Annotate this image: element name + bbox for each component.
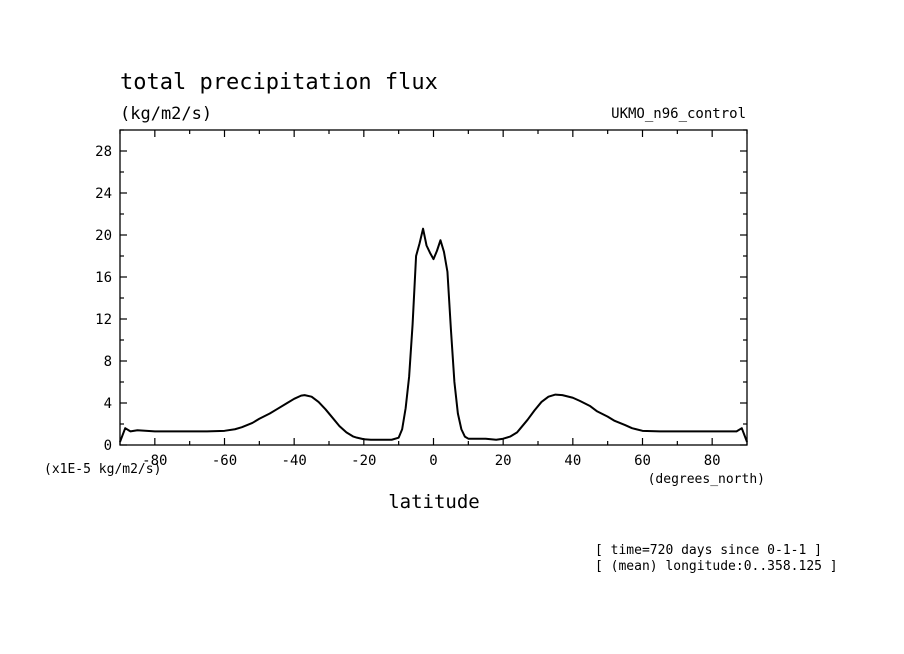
time-annotation: [ time=720 days since 0-1-1 ] — [595, 543, 822, 558]
x-tick-label: 20 — [495, 453, 512, 469]
y-tick-label: 16 — [95, 270, 112, 286]
y-tick-label: 20 — [95, 228, 112, 244]
plot-frame — [119, 129, 748, 446]
y-tick-label: 0 — [104, 438, 112, 454]
series-line — [119, 227, 748, 443]
x-tick-label: 40 — [564, 453, 581, 469]
x-tick-label: -40 — [282, 453, 307, 469]
plot-axes — [119, 129, 748, 446]
y-tick-label: 4 — [104, 396, 112, 412]
units-label: (kg/m2/s) — [120, 104, 212, 124]
x-tick-label: -60 — [212, 453, 237, 469]
y-axis-ticks: 0 4 8 12 16 20 24 28 — [95, 129, 747, 454]
x-tick-label: -20 — [351, 453, 376, 469]
y-scale-label: (x1E-5 kg/m2/s) — [44, 462, 161, 477]
x-tick-label: 0 — [429, 453, 437, 469]
longitude-annotation: [ (mean) longitude:0..358.125 ] — [595, 559, 838, 574]
x-axis-ticks: -80 -60 -40 -20 0 20 40 60 80 — [119, 130, 748, 469]
x-tick-label: 60 — [634, 453, 651, 469]
y-tick-label: 28 — [95, 144, 112, 160]
x-tick-label: 80 — [704, 453, 721, 469]
x-axis-label: latitude — [388, 491, 480, 513]
y-tick-label: 24 — [95, 186, 112, 202]
y-tick-label: 12 — [95, 312, 112, 328]
chart-title: total precipitation flux — [120, 70, 438, 95]
x-units-label: (degrees_north) — [648, 472, 765, 487]
dataset-label: UKMO_n96_control — [611, 106, 746, 122]
y-tick-label: 8 — [104, 354, 112, 370]
x-tick-label: -80 — [142, 453, 167, 469]
